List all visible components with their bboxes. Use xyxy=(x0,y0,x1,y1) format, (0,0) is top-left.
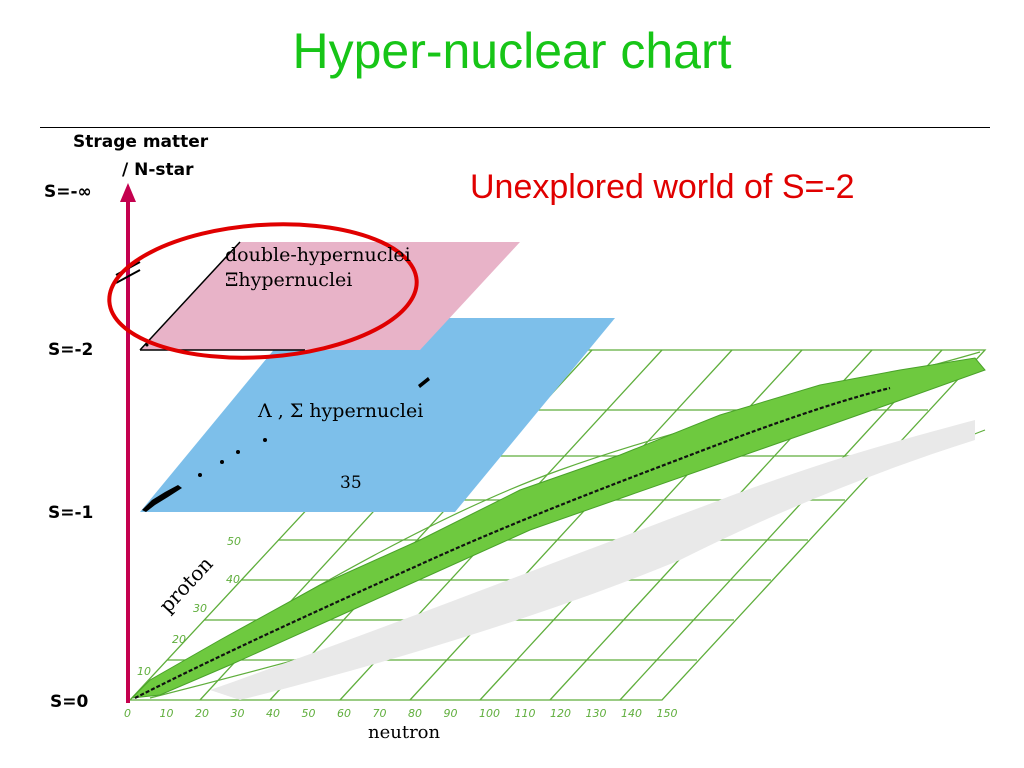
s-minus-1-plane xyxy=(140,318,615,512)
neutron-tick-150: 150 xyxy=(657,707,678,720)
neutron-tick-60: 60 xyxy=(337,707,351,720)
neutron-ticks: 0 10 20 30 40 50 60 70 80 90 100 110 120 130 140 150 xyxy=(124,707,678,720)
s-minus-2-plane xyxy=(140,242,520,350)
neutron-tick-70: 70 xyxy=(373,707,387,720)
neutron-tick-110: 110 xyxy=(515,707,536,720)
grid-col-80 xyxy=(409,349,733,701)
known-nuclei-band xyxy=(130,357,986,699)
hypernuclei-count: 35 xyxy=(340,473,362,493)
lambda-sigma-hypernuclei-label: Λ , Σ hypernuclei xyxy=(257,400,423,422)
level-s-minus-1: S=-1 xyxy=(48,503,94,523)
n-star-label: / N-star xyxy=(122,160,194,180)
neutron-tick-40: 40 xyxy=(266,707,280,720)
stable-nuclei-line xyxy=(134,386,891,699)
neutron-tick-120: 120 xyxy=(550,707,571,720)
neutron-tick-90: 90 xyxy=(444,707,458,720)
known-hypernuclei-dots xyxy=(142,377,430,512)
proton-tick-30: 30 xyxy=(193,602,207,615)
proton-tick-20: 20 xyxy=(172,633,186,646)
neutron-tick-140: 140 xyxy=(621,707,642,720)
neutron-tick-30: 30 xyxy=(231,707,245,720)
unexplored-annotation: Unexplored world of S=-2 xyxy=(470,168,855,206)
proton-tick-10: 10 xyxy=(137,665,151,678)
neutron-tick-50: 50 xyxy=(302,707,316,720)
neutron-axis-label: neutron xyxy=(368,722,441,743)
neutron-tick-0: 0 xyxy=(124,707,131,720)
s-minus-2-edge xyxy=(139,241,241,351)
level-s-zero: S=0 xyxy=(50,692,89,712)
level-s-minus-2: S=-2 xyxy=(48,340,94,360)
proton-ticks: 10 20 30 40 50 xyxy=(137,535,241,678)
proton-axis-label: proton xyxy=(154,552,218,618)
slide-title: Hyper-nuclear chart xyxy=(292,23,732,79)
neutron-tick-80: 80 xyxy=(408,707,422,720)
neutron-tick-130: 130 xyxy=(586,707,607,720)
neutron-tick-20: 20 xyxy=(195,707,209,720)
s-minus-2-highlight-circle xyxy=(107,222,419,360)
proton-tick-40: 40 xyxy=(226,573,240,586)
neutron-tick-100: 100 xyxy=(479,707,500,720)
neutron-tick-10: 10 xyxy=(160,707,174,720)
title-divider xyxy=(40,127,990,128)
unknown-nuclei-region xyxy=(210,420,975,700)
strange-matter-label: Strage matter xyxy=(73,132,209,152)
double-hypernuclei-label: double-hypernuclei xyxy=(225,244,411,266)
proton-tick-50: 50 xyxy=(227,535,241,548)
axis-arrow-icon xyxy=(120,183,136,202)
double-hypernuclei-dot xyxy=(145,343,149,347)
xi-hypernuclei-label: Ξhypernuclei xyxy=(225,269,352,291)
grid-col-140 xyxy=(619,349,943,701)
level-s-minus-infinity: S=-∞ xyxy=(44,182,92,202)
